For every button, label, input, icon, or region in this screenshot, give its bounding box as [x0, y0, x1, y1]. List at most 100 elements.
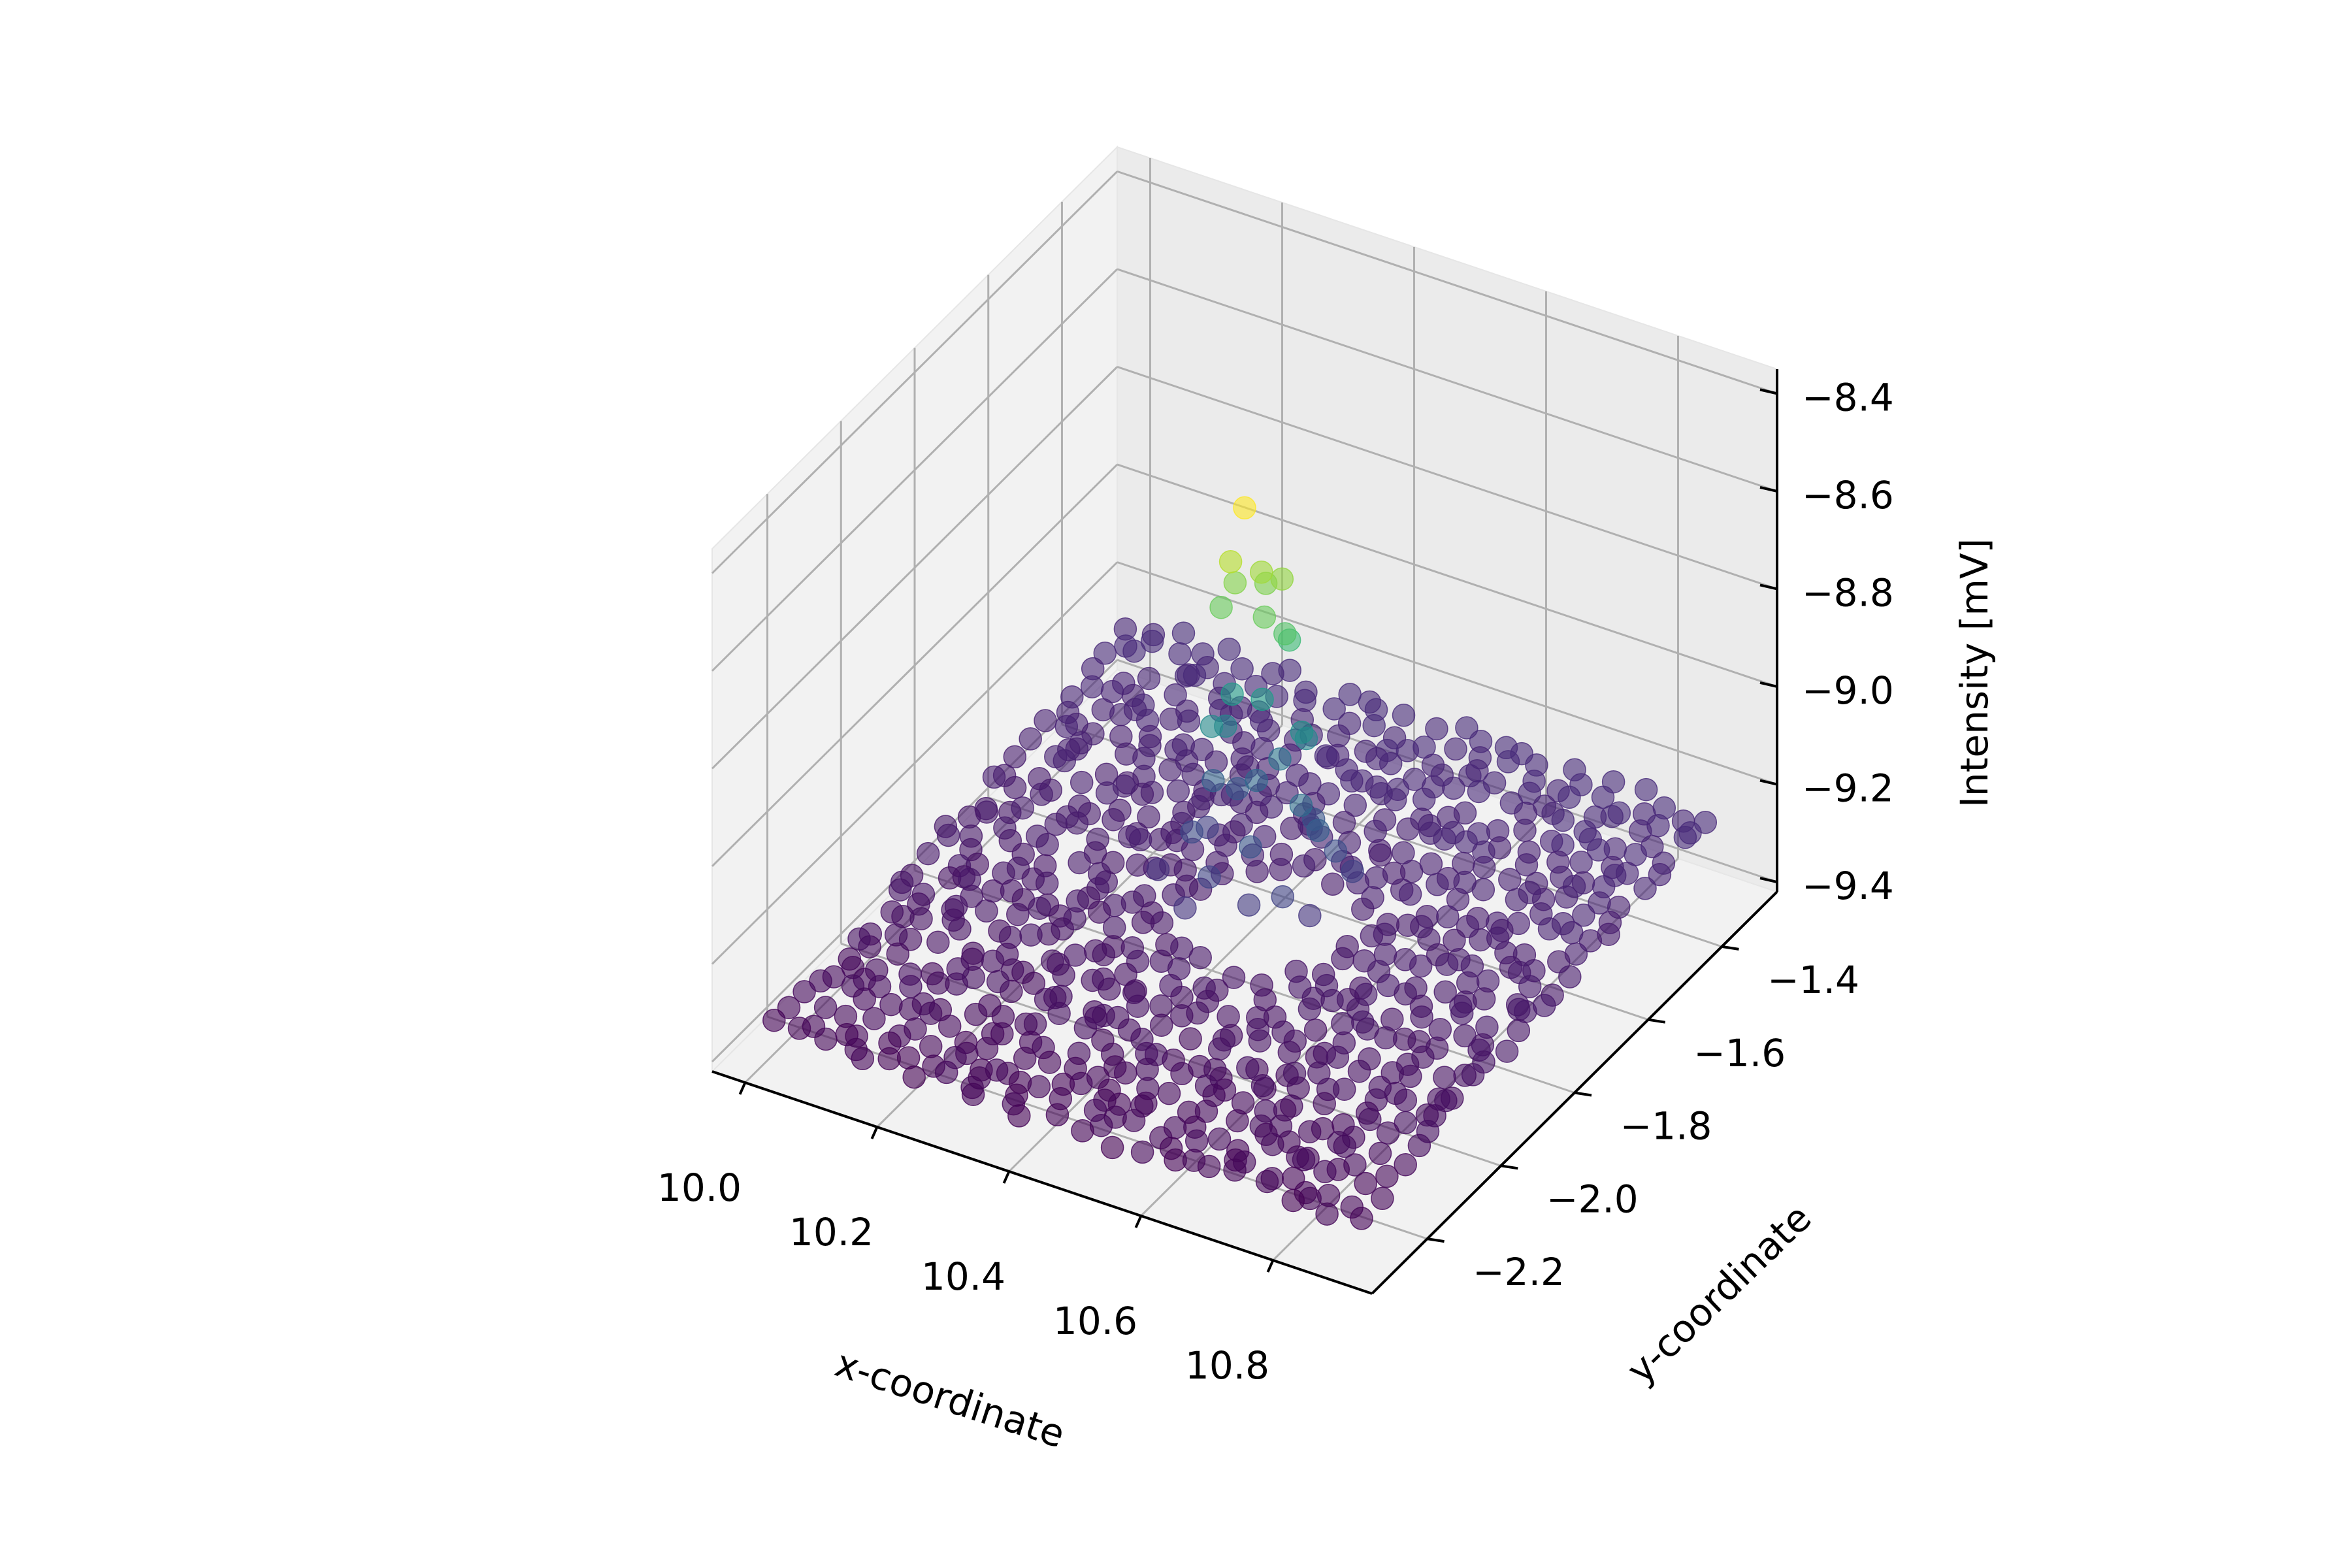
data-point — [961, 1083, 985, 1106]
data-point — [926, 930, 950, 954]
grid-line — [711, 463, 1119, 868]
data-point — [1292, 1148, 1316, 1171]
data-point — [1271, 885, 1295, 909]
data-point — [964, 1002, 988, 1026]
data-point — [853, 987, 876, 1011]
data-point — [1433, 827, 1456, 851]
data-point — [1558, 965, 1582, 988]
data-point — [1168, 642, 1192, 666]
data-point — [936, 823, 960, 847]
data-point — [1073, 1016, 1098, 1039]
data-point — [1375, 1164, 1399, 1188]
data-point — [1137, 666, 1161, 691]
data-point — [1351, 897, 1375, 921]
data-points — [762, 496, 1718, 1230]
grid-line — [711, 171, 1119, 574]
data-point — [1047, 1002, 1071, 1025]
y-tick-label: −2.0 — [1546, 1177, 1639, 1221]
data-point — [1054, 715, 1079, 738]
data-point — [777, 996, 801, 1019]
data-point — [1140, 629, 1164, 653]
data-point — [1394, 1111, 1418, 1135]
data-point — [1245, 800, 1269, 825]
data-point — [1513, 819, 1537, 842]
x-tick-mark — [1134, 1215, 1143, 1228]
data-point — [1250, 687, 1274, 711]
data-point — [1394, 982, 1417, 1005]
data-point — [1461, 1063, 1485, 1086]
z-tick-label: −8.6 — [1802, 473, 1894, 517]
grid-line — [711, 366, 1119, 770]
data-point — [1006, 902, 1030, 926]
data-point — [1003, 776, 1027, 800]
data-point — [1027, 1075, 1051, 1099]
data-point — [1394, 1088, 1418, 1112]
data-point — [1209, 595, 1233, 619]
data-point — [1201, 768, 1225, 792]
data-point — [1591, 785, 1615, 809]
data-point — [1314, 744, 1338, 768]
data-point — [1634, 777, 1658, 802]
tick-labels: 10.0 10.2 10.4 10.6 10.8 −2.2 −2.0 −1.8 −1.6 −1.4… — [657, 376, 1894, 1388]
data-point — [851, 1047, 875, 1071]
y-tick-mark — [1574, 1091, 1592, 1097]
data-point — [1182, 1149, 1206, 1172]
data-point — [1410, 1005, 1433, 1029]
data-point — [1313, 1092, 1336, 1116]
data-point — [1289, 793, 1313, 817]
data-point — [1435, 953, 1459, 976]
data-point — [1298, 997, 1322, 1021]
data-point — [888, 878, 912, 902]
data-point — [792, 980, 816, 1004]
x-tick-label: 10.2 — [789, 1210, 874, 1254]
data-point — [1252, 605, 1277, 629]
grid-line — [1117, 463, 1778, 688]
data-point — [1131, 911, 1155, 934]
grid-line — [711, 561, 1119, 965]
data-point — [1495, 1039, 1519, 1063]
z-tick-mark — [1759, 583, 1778, 591]
x-tick-label: 10.8 — [1185, 1343, 1269, 1388]
data-point — [1303, 1018, 1328, 1042]
data-point — [1273, 622, 1297, 645]
y-tick-label: −1.8 — [1620, 1104, 1712, 1149]
data-point — [1137, 805, 1160, 829]
data-point — [981, 879, 1005, 903]
data-point — [1298, 904, 1322, 928]
data-point — [1045, 1103, 1070, 1127]
data-point — [1030, 783, 1053, 806]
data-point — [1315, 1202, 1339, 1226]
data-point — [1364, 819, 1387, 843]
data-point — [1250, 1073, 1275, 1098]
data-point — [1093, 642, 1117, 665]
data-point — [1496, 750, 1520, 774]
y-axis-label: y-coordinate — [1618, 1196, 1820, 1392]
data-point — [1588, 891, 1611, 915]
data-point — [948, 917, 972, 941]
data-point — [1270, 567, 1294, 591]
data-point — [1174, 664, 1198, 688]
data-point — [1507, 1019, 1531, 1043]
data-point — [814, 1027, 838, 1051]
data-point — [1392, 704, 1416, 727]
data-point — [926, 971, 950, 995]
x-tick-mark — [1002, 1171, 1011, 1184]
data-point — [847, 927, 871, 951]
data-point — [1071, 1119, 1094, 1143]
data-point — [916, 841, 940, 866]
data-point — [1396, 913, 1420, 937]
z-axis-label: Intensity [mV] — [1952, 538, 1997, 808]
x-tick-mark — [870, 1126, 879, 1139]
data-point — [1374, 1026, 1397, 1050]
data-point — [1471, 877, 1495, 902]
data-point — [1019, 923, 1043, 947]
data-point — [1633, 877, 1657, 900]
data-point — [1628, 819, 1652, 843]
data-point — [1158, 758, 1182, 781]
data-point — [1268, 747, 1292, 771]
data-point — [1455, 716, 1478, 740]
data-point — [1673, 825, 1697, 849]
data-point — [809, 969, 832, 993]
data-point — [1444, 737, 1467, 761]
data-point — [1080, 675, 1104, 698]
